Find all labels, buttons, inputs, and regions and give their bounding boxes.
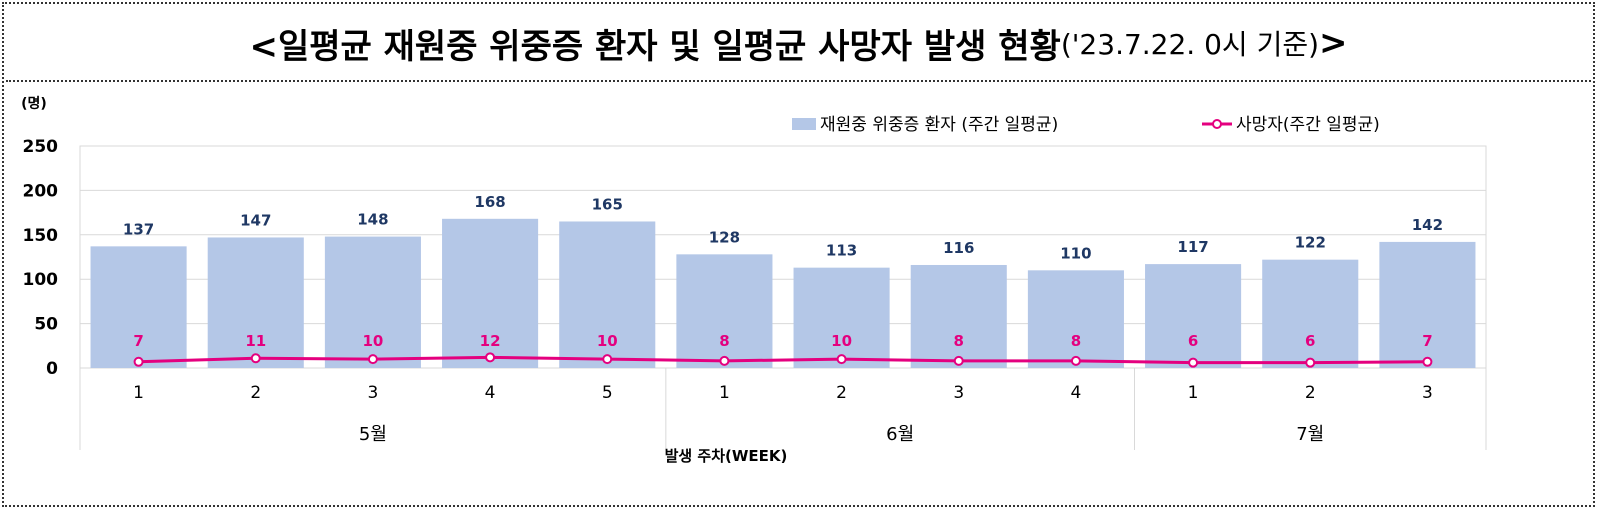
y-tick-label: 150 — [23, 226, 59, 246]
x-tick-label: 3 — [953, 383, 964, 403]
x-tick-label: 5 — [602, 383, 613, 403]
month-label: 5월 — [359, 424, 387, 445]
y-tick-label: 0 — [46, 359, 58, 379]
chart-title-date: ('23.7.22. 0시 기준) — [1060, 28, 1320, 61]
y-tick-label: 50 — [34, 315, 58, 335]
line-point — [1422, 356, 1433, 367]
bar-data-label: 142 — [1412, 216, 1443, 234]
y-tick-label: 200 — [23, 181, 59, 201]
line-data-label: 7 — [133, 332, 143, 350]
bar-data-label: 122 — [1295, 234, 1326, 252]
x-axis-title: 발생 주차(WEEK) — [665, 447, 788, 465]
month-label: 6월 — [886, 424, 914, 445]
line-data-label: 6 — [1188, 332, 1198, 350]
x-tick-label: 4 — [485, 383, 496, 403]
y-tick-label: 250 — [23, 137, 59, 157]
chart-title-end: > — [1319, 23, 1348, 63]
line-point — [485, 352, 496, 363]
line-point — [1070, 355, 1081, 366]
bar-data-label: 165 — [592, 195, 623, 213]
bar — [1262, 259, 1359, 368]
chart-title: <일평균 재원중 위중증 환자 및 일평균 사망자 발생 현황 — [249, 26, 1061, 67]
y-axis-unit: (명) — [21, 95, 47, 112]
line-data-label: 12 — [480, 332, 501, 350]
bar — [90, 246, 187, 368]
line-data-label: 8 — [719, 332, 729, 350]
line-point — [1188, 357, 1199, 368]
line-data-label: 8 — [1071, 332, 1081, 350]
bar-data-label: 168 — [474, 193, 505, 211]
bar-data-label: 116 — [943, 239, 974, 257]
x-tick-label: 2 — [250, 383, 261, 403]
x-tick-label: 2 — [836, 383, 847, 403]
bar-data-label: 110 — [1060, 244, 1091, 262]
x-tick-label: 3 — [368, 383, 379, 403]
line-data-label: 10 — [362, 332, 383, 350]
y-tick-label: 100 — [23, 270, 59, 290]
line-point — [836, 354, 847, 365]
line-data-label: 8 — [954, 332, 964, 350]
line-point — [1305, 357, 1316, 368]
bar-data-label: 113 — [826, 242, 857, 260]
line-point — [250, 353, 261, 364]
line-data-label: 7 — [1422, 332, 1432, 350]
death-line — [138, 355, 1428, 365]
bar-data-label: 147 — [240, 211, 271, 229]
chart-area: 0 50 100 150 200 250 (명) 137 147 148 168 165 128 113 1… — [6, 84, 1591, 504]
line-data-label: 10 — [831, 332, 852, 350]
x-tick-label: 1 — [719, 383, 730, 403]
bar — [1145, 264, 1242, 368]
x-tick-label: 1 — [133, 383, 144, 403]
bar-data-label: 148 — [357, 211, 388, 229]
line-point — [602, 354, 613, 365]
line-point — [133, 356, 144, 367]
bar — [559, 221, 656, 368]
line-data-label: 11 — [245, 332, 266, 350]
bar — [793, 267, 890, 368]
legend-line-label: 사망자(주간 일평균) — [1236, 115, 1380, 135]
bar — [910, 264, 1007, 368]
bar — [1379, 241, 1476, 368]
line-data-label: 10 — [597, 332, 618, 350]
title-box: <일평균 재원중 위중증 환자 및 일평균 사망자 발생 현황 ('23.7.2… — [6, 6, 1591, 82]
bar — [1027, 270, 1124, 368]
line-data-label: 6 — [1305, 332, 1315, 350]
legend-bar-swatch — [792, 118, 816, 130]
bar — [207, 237, 304, 368]
line-point — [719, 355, 730, 366]
bar — [676, 254, 773, 368]
bar — [442, 218, 539, 368]
line-point — [953, 355, 964, 366]
x-tick-label: 4 — [1071, 383, 1082, 403]
legend-line-marker — [1212, 119, 1222, 129]
bar-data-label: 137 — [123, 220, 154, 238]
month-label: 7월 — [1296, 424, 1324, 445]
x-tick-label: 3 — [1422, 383, 1433, 403]
line-point — [367, 354, 378, 365]
bar — [324, 236, 421, 368]
bar-data-label: 128 — [709, 228, 740, 246]
x-tick-label: 1 — [1188, 383, 1199, 403]
bar-data-label: 117 — [1177, 238, 1208, 256]
legend-bar-label: 재원중 위중증 환자 (주간 일평균) — [820, 115, 1058, 135]
x-tick-label: 2 — [1305, 383, 1316, 403]
